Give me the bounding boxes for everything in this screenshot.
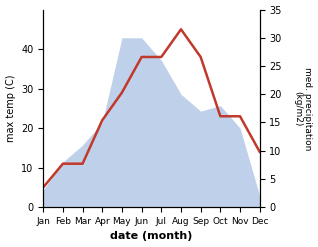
Y-axis label: max temp (C): max temp (C) xyxy=(5,75,16,142)
X-axis label: date (month): date (month) xyxy=(110,231,193,242)
Y-axis label: med. precipitation
(kg/m2): med. precipitation (kg/m2) xyxy=(293,67,313,150)
